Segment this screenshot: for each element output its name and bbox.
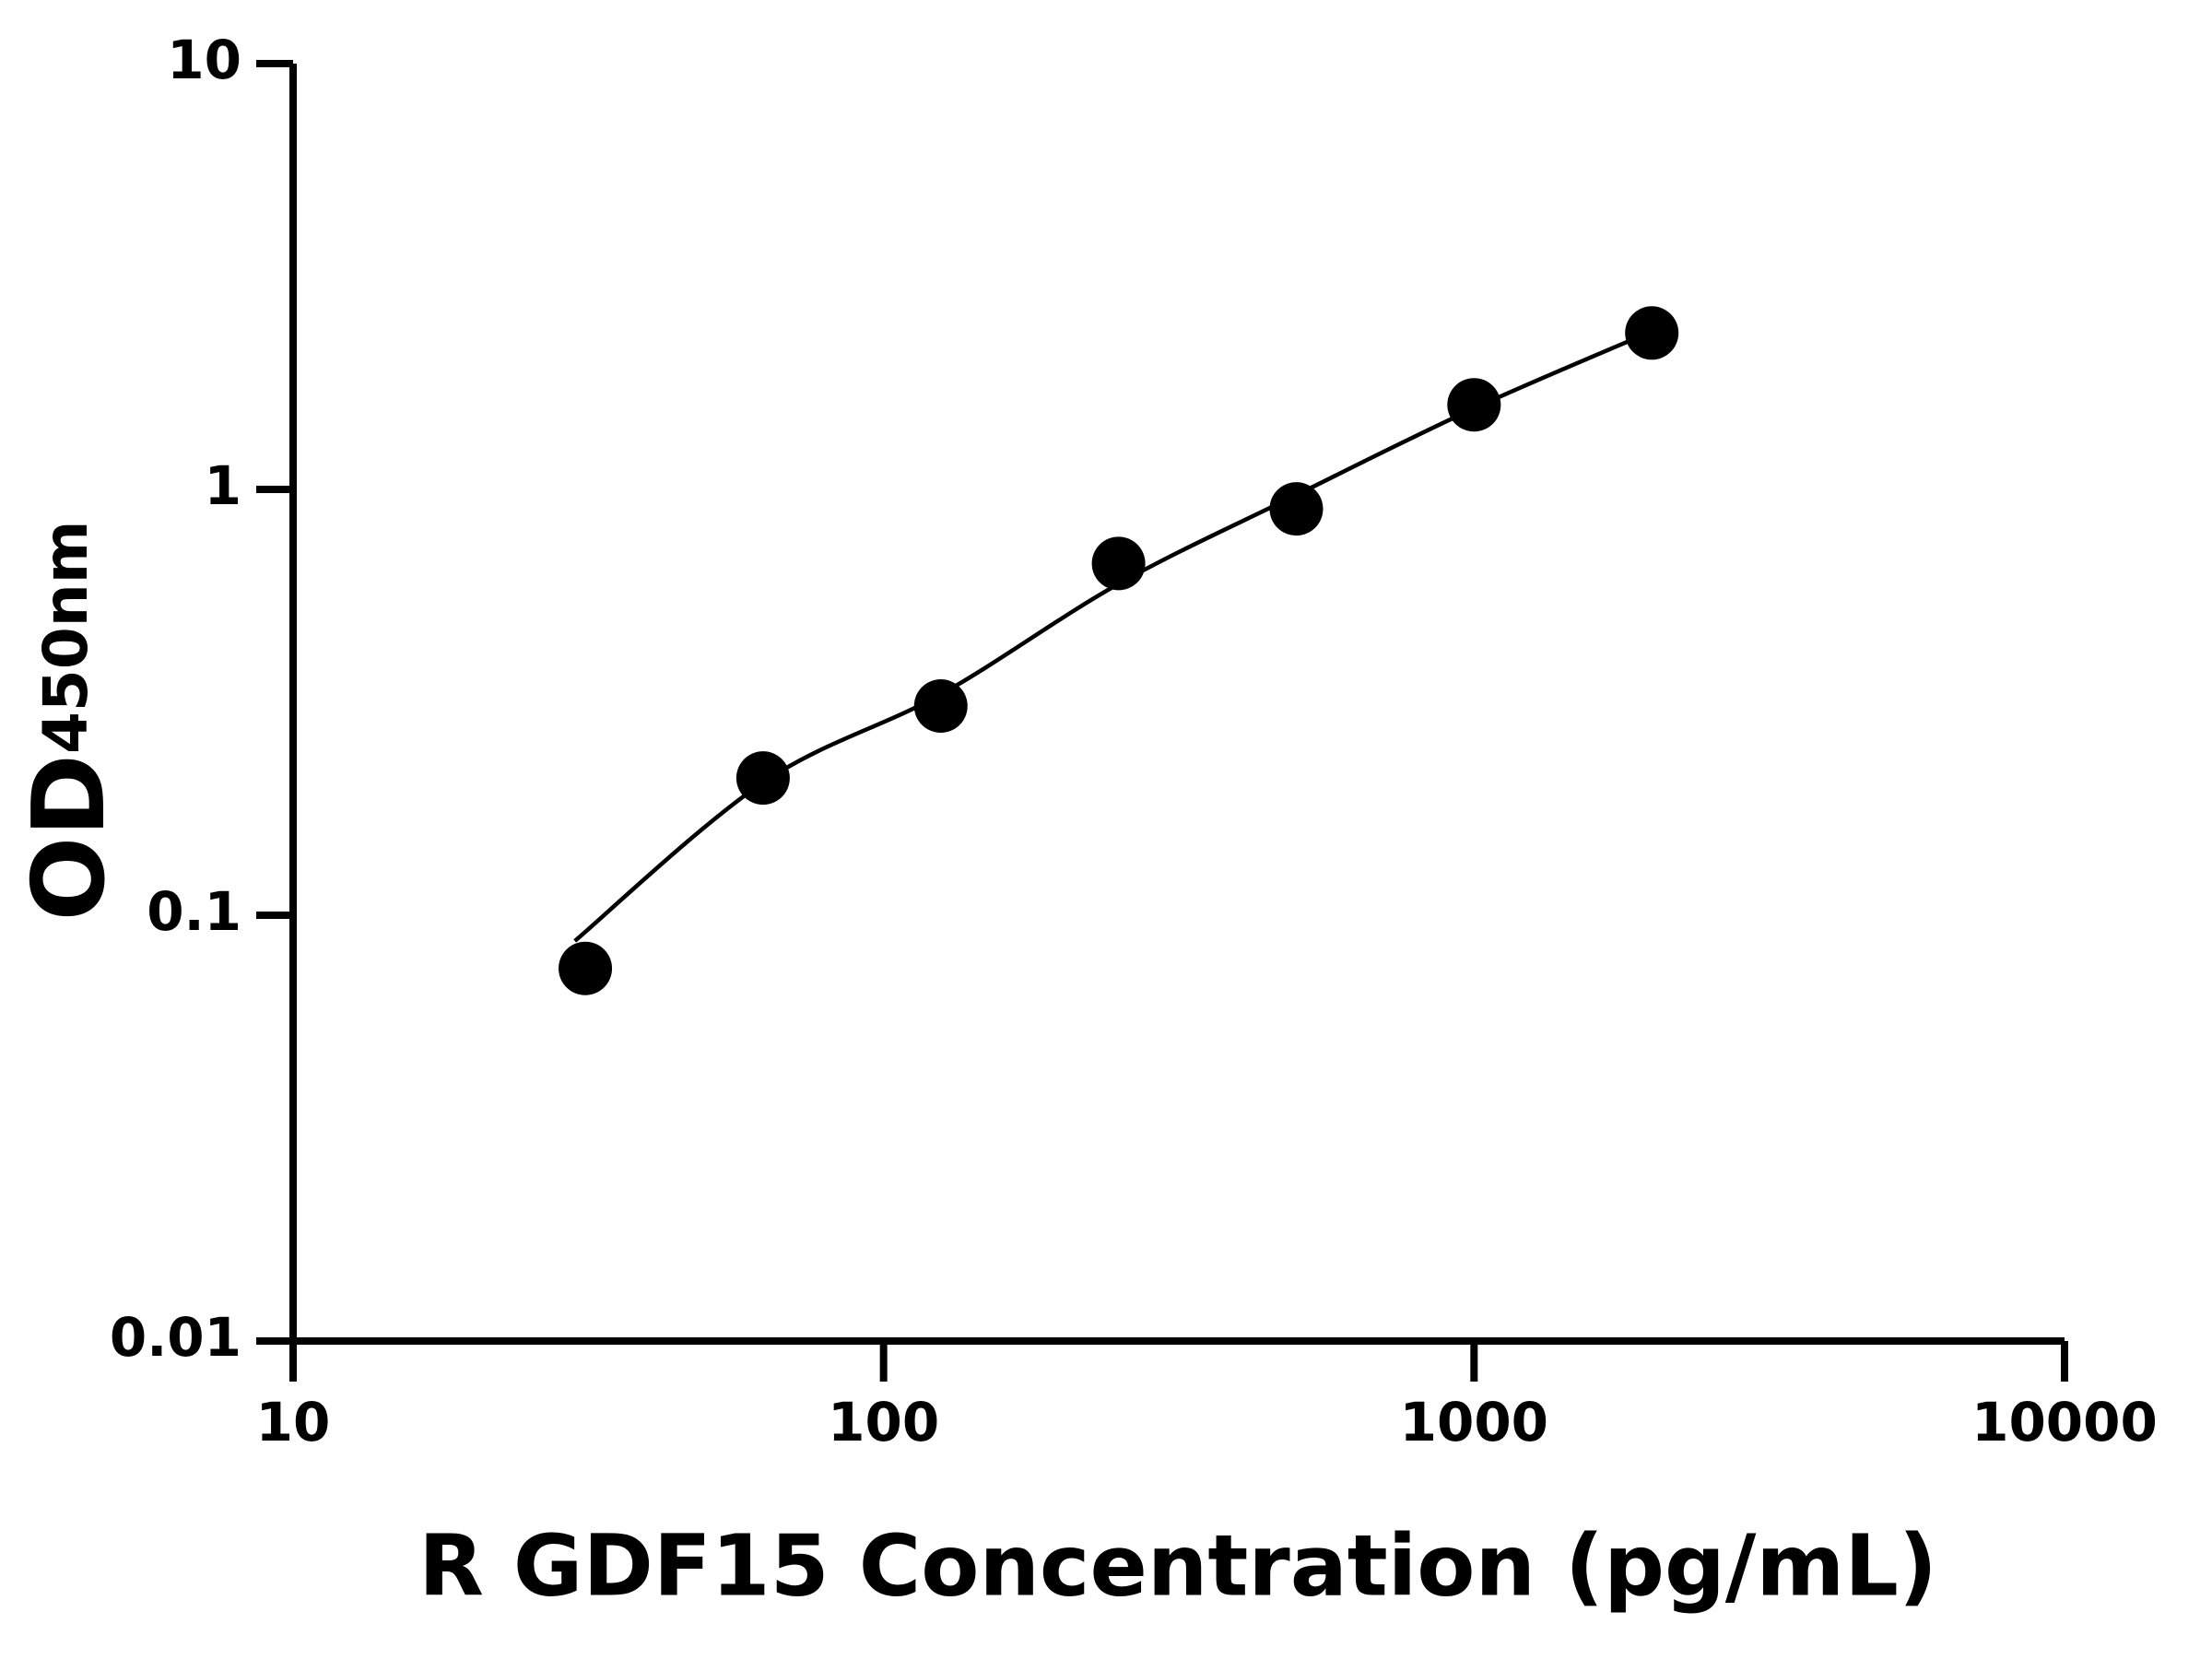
- y-tick-label: 0.1: [147, 880, 241, 943]
- data-point: [1625, 306, 1679, 360]
- y-axis-title-main: OD: [12, 754, 127, 921]
- x-tick-label: 10: [256, 1391, 331, 1453]
- x-tick-label: 1000: [1400, 1391, 1548, 1453]
- y-tick-label: 1: [205, 454, 241, 517]
- x-tick-label: 100: [828, 1391, 939, 1453]
- data-point: [913, 678, 968, 733]
- data-point: [1447, 378, 1501, 432]
- y-axis-title-sub: 450nm: [30, 521, 101, 755]
- data-point: [1269, 482, 1324, 536]
- y-axis-title: OD450nm: [12, 521, 127, 922]
- y-tick-label: 0.01: [110, 1306, 241, 1369]
- data-point: [1091, 536, 1146, 591]
- x-axis-title: R GDF15 Concentration (pg/mL): [418, 1516, 1937, 1615]
- x-tick-label: 10000: [1971, 1391, 2158, 1453]
- y-tick-label: 10: [167, 29, 241, 91]
- data-point: [559, 941, 613, 995]
- data-point: [735, 751, 790, 806]
